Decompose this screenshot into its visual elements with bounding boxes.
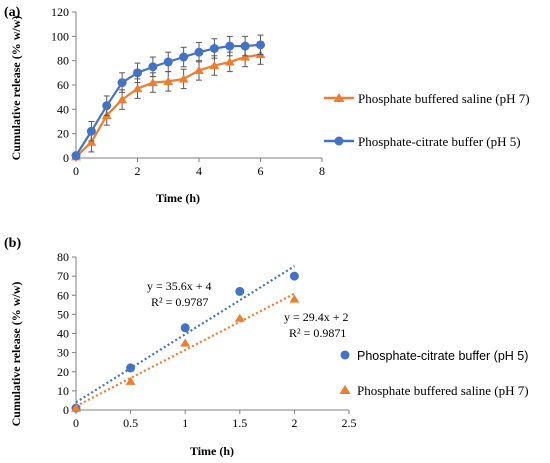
y-tick-label: 100 bbox=[51, 29, 69, 43]
y-tick-label: 80 bbox=[57, 250, 69, 264]
data-point-pbs bbox=[234, 313, 245, 322]
panel-a-legend: Phosphate buffered saline (pH 7) Phospha… bbox=[324, 91, 530, 149]
data-point-pbs bbox=[178, 74, 189, 83]
data-point-pbs bbox=[86, 137, 97, 146]
x-tick-label: 6 bbox=[258, 164, 264, 178]
legend-b-marker-pcb bbox=[340, 350, 350, 360]
panel-b-legend: Phosphate-citrate buffer (pH 5) Phosphat… bbox=[339, 349, 529, 398]
panel-b-plot: 0 0.5 1 1.5 2 2.5 0 10 20 30 40 50 60 70 80 bbox=[57, 250, 357, 430]
panel-a-y-axis-title: Cumulative release (% w/w) bbox=[9, 16, 23, 161]
data-point-pbs bbox=[147, 78, 158, 87]
panel-b-label: (b) bbox=[4, 236, 21, 251]
x-tick-label: 2 bbox=[291, 416, 297, 430]
data-point-pcb bbox=[126, 363, 136, 373]
y-tick-label: 20 bbox=[57, 127, 69, 141]
legend-b-marker-pbs bbox=[339, 385, 351, 394]
panel-b-x-axis-title: Time (h) bbox=[190, 444, 234, 458]
y-tick-label: 30 bbox=[57, 346, 69, 360]
data-point-pbs bbox=[180, 338, 191, 347]
x-tick-label: 0.5 bbox=[123, 416, 138, 430]
data-point-pbs bbox=[125, 376, 136, 385]
data-point-pbs bbox=[289, 294, 300, 303]
trendline-eq-pcb: y = 35.6x + 4 bbox=[147, 279, 212, 293]
x-tick-label: 1.5 bbox=[232, 416, 247, 430]
data-point-pcb bbox=[180, 323, 190, 333]
x-tick-label: 0 bbox=[73, 416, 79, 430]
legend-a-marker-pcb bbox=[334, 136, 344, 146]
data-point-pbs bbox=[71, 403, 81, 412]
data-point-pcb bbox=[225, 41, 235, 51]
trendline-eq-pbs: y = 29.4x + 2 bbox=[284, 310, 349, 324]
data-point-pcb bbox=[289, 271, 299, 281]
data-point-pcb bbox=[117, 78, 127, 88]
y-tick-label: 40 bbox=[57, 102, 69, 116]
y-tick-label: 0 bbox=[63, 403, 69, 417]
panel-a-label: (a) bbox=[4, 5, 21, 20]
data-point-pbs bbox=[209, 61, 220, 70]
x-tick-label: 0 bbox=[73, 164, 79, 178]
data-point-pbs bbox=[163, 76, 174, 85]
data-point-pbs bbox=[224, 57, 235, 66]
data-point-pcb bbox=[194, 47, 204, 57]
data-point-pcb bbox=[256, 40, 265, 50]
x-tick-label: 4 bbox=[196, 164, 202, 178]
data-point-pcb bbox=[86, 126, 96, 136]
data-point-pbs bbox=[132, 84, 143, 93]
x-tick-label: 8 bbox=[319, 164, 325, 178]
data-point-pcb bbox=[163, 57, 173, 67]
y-tick-label: 70 bbox=[57, 269, 69, 283]
y-tick-label: 50 bbox=[57, 307, 69, 321]
y-tick-label: 60 bbox=[57, 78, 69, 92]
legend-a-marker-pbs bbox=[333, 93, 345, 102]
trendline-r2-pbs: R² = 0.9871 bbox=[289, 326, 346, 340]
y-tick-label: 60 bbox=[57, 288, 69, 302]
x-tick-label: 2.5 bbox=[342, 416, 357, 430]
data-point-pcb bbox=[71, 151, 81, 161]
trendline-r2-pcb: R² = 0.9787 bbox=[151, 295, 208, 309]
y-tick-label: 10 bbox=[57, 384, 69, 398]
y-tick-label: 40 bbox=[57, 327, 69, 341]
x-tick-label: 2 bbox=[135, 164, 141, 178]
y-tick-label: 20 bbox=[57, 365, 69, 379]
legend-a-label-pcb: Phosphate-citrate buffer (pH 5) bbox=[358, 134, 521, 149]
panel-a-x-axis-title: Time (h) bbox=[156, 191, 200, 205]
data-point-pcb bbox=[179, 52, 189, 62]
legend-b-label-pcb: Phosphate-citrate buffer (pH 5) bbox=[357, 349, 528, 363]
data-point-pbs bbox=[117, 95, 128, 104]
data-point-pbs bbox=[240, 52, 251, 61]
data-point-pcb bbox=[133, 68, 142, 78]
y-tick-label: 120 bbox=[51, 5, 69, 19]
data-point-pcb bbox=[240, 41, 250, 51]
legend-b-label-pbs: Phosphate buffered saline (pH 7) bbox=[357, 383, 529, 398]
data-point-pcb bbox=[102, 101, 112, 111]
data-point-pcb bbox=[209, 44, 219, 53]
y-tick-label: 80 bbox=[57, 54, 69, 68]
panel-b-y-axis-title: Cumulative release (% w/w) bbox=[9, 282, 23, 427]
data-point-pcb bbox=[235, 286, 245, 296]
x-tick-label: 1 bbox=[182, 416, 188, 430]
data-point-pbs bbox=[194, 65, 204, 74]
data-point-pcb bbox=[148, 62, 158, 72]
legend-a-label-pbs: Phosphate buffered saline (pH 7) bbox=[358, 91, 530, 106]
trendline-pbs bbox=[75, 292, 295, 408]
y-tick-label: 0 bbox=[63, 151, 69, 165]
